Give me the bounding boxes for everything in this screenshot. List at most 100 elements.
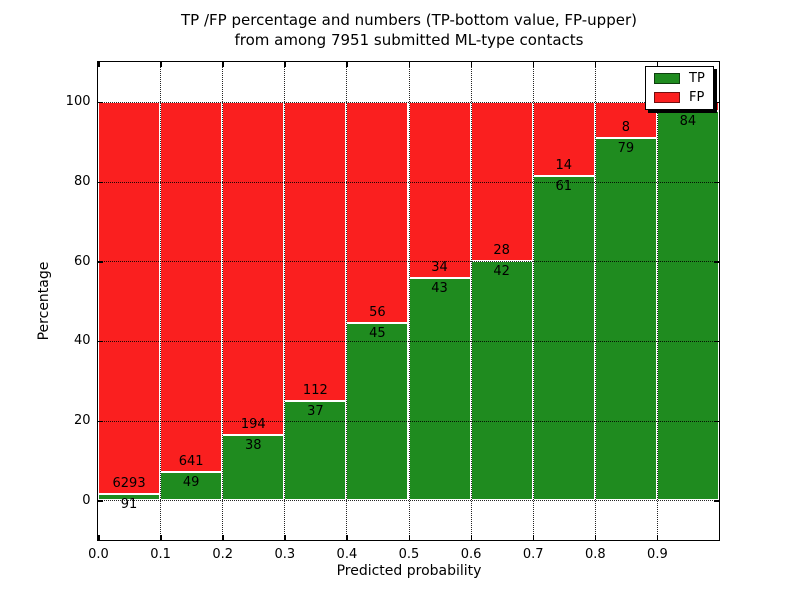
bar-value-label-fp: 6293 — [112, 476, 146, 492]
gridline-vertical — [160, 62, 162, 540]
bar-segment-tp — [594, 138, 657, 501]
y-tick-label: 60 — [73, 253, 91, 269]
gridline-horizontal — [98, 261, 719, 263]
x-tick-mark-top — [470, 62, 473, 67]
x-tick-mark — [346, 535, 348, 540]
gridline-vertical — [284, 62, 286, 540]
bar-segment-tp — [470, 261, 533, 501]
x-tick-mark-top — [656, 62, 659, 67]
legend-entry-fp: FP — [654, 91, 705, 104]
bar-segment-fp — [98, 101, 161, 495]
bar-segment-fp — [160, 101, 223, 472]
y-tick-label: 20 — [73, 413, 91, 428]
x-tick-mark-top — [222, 62, 224, 67]
gridline-horizontal — [98, 101, 719, 103]
chart-title-line1: TP /FP percentage and numbers (TP-bottom… — [181, 11, 637, 29]
bar-segment-tp — [346, 322, 409, 501]
bar-segment-tp — [656, 111, 719, 501]
x-tick-mark-top — [160, 62, 162, 67]
y-tick-mark — [98, 261, 103, 263]
x-tick-mark — [470, 535, 473, 540]
x-tick-mark — [532, 535, 535, 540]
bar-segment-fp — [408, 101, 471, 278]
gridline-vertical — [656, 62, 658, 540]
y-tick-label: 80 — [73, 174, 91, 189]
gridline-vertical — [594, 62, 596, 540]
bar-value-label-tp: 37 — [307, 404, 324, 420]
x-tick-mark — [594, 535, 597, 540]
bar-value-label-fp: 112 — [302, 383, 328, 399]
legend-entry-tp: TP — [654, 72, 705, 85]
bar-value-label-tp: 91 — [120, 497, 138, 513]
bar-segment-fp — [284, 101, 347, 402]
y-tick-mark — [98, 420, 103, 422]
x-tick-label: 0.6 — [460, 546, 482, 562]
y-tick-mark-right — [714, 101, 719, 104]
bar-segment-tp — [160, 471, 223, 501]
chart-title-line2: from among 7951 submitted ML-type contac… — [234, 31, 584, 49]
gridline-horizontal — [98, 500, 719, 502]
x-tick-mark-top — [532, 62, 535, 67]
bar-value-label-fp: 28 — [493, 243, 510, 259]
bar-value-label-tp: 49 — [182, 474, 200, 490]
x-axis-label: Predicted probability — [336, 563, 482, 579]
bar-value-label-tp: 61 — [555, 179, 573, 195]
bar-value-label-tp: 79 — [617, 141, 635, 157]
bar-segment-tp — [98, 494, 161, 501]
x-tick-label: 0.2 — [212, 546, 234, 562]
x-tick-label: 0.1 — [150, 546, 171, 562]
legend-label-fp: FP — [689, 90, 705, 105]
bar-value-label-fp: 14 — [555, 158, 573, 174]
bar-value-label-fp: 56 — [369, 304, 386, 320]
gridline-horizontal — [98, 420, 719, 422]
y-tick-mark — [98, 500, 103, 502]
y-tick-mark — [98, 101, 103, 104]
bar-value-label-fp: 194 — [240, 416, 266, 432]
x-tick-mark — [160, 535, 162, 540]
tp-color-swatch-icon — [654, 73, 680, 84]
gridline-vertical — [408, 62, 410, 540]
x-tick-label: 0.7 — [522, 546, 544, 562]
bar-segment-tp — [284, 401, 347, 501]
x-tick-mark-top — [594, 62, 597, 67]
x-tick-label: 0.4 — [336, 546, 358, 562]
x-tick-mark-top — [408, 62, 410, 67]
x-tick-label: 0.9 — [647, 546, 668, 562]
bar-value-label-tp: 45 — [369, 325, 386, 341]
x-tick-label: 0.0 — [88, 546, 109, 562]
y-tick-mark-right — [714, 340, 719, 343]
gridline-horizontal — [98, 340, 719, 342]
bar-value-label-tp: 38 — [244, 437, 262, 453]
y-tick-mark — [98, 181, 103, 183]
bar-value-label-fp: 8 — [621, 120, 630, 136]
bar-segment-fp — [470, 101, 533, 262]
bar-segment-tp — [532, 176, 595, 501]
bar-segment-tp — [408, 277, 471, 501]
y-tick-label: 40 — [73, 333, 91, 349]
legend-label-tp: TP — [689, 71, 705, 86]
x-tick-mark-top — [284, 62, 286, 67]
bar-value-label-tp: 42 — [493, 264, 510, 280]
bar-segment-fp — [346, 101, 409, 323]
gridline-vertical — [532, 62, 534, 540]
x-tick-mark — [222, 535, 224, 540]
y-tick-label: 0 — [82, 492, 91, 508]
plot-area: 6293 91 641 49 194 38 112 37 56 45 34 43 28 42 14 61 8 79… — [97, 61, 720, 541]
x-tick-label: 0.8 — [584, 546, 606, 562]
x-tick-mark — [98, 535, 100, 540]
y-tick-label: 100 — [65, 94, 91, 110]
y-tick-mark-right — [714, 500, 719, 502]
bar-value-label-fp: 641 — [178, 453, 204, 469]
y-tick-mark-right — [714, 420, 719, 422]
y-tick-mark-right — [714, 181, 719, 183]
x-tick-label: 0.3 — [274, 546, 296, 562]
x-tick-label: 0.5 — [398, 546, 420, 562]
bar-value-label-fp: 34 — [431, 259, 448, 275]
fp-color-swatch-icon — [654, 92, 680, 103]
gridline-vertical — [222, 62, 224, 540]
gridline-vertical — [346, 62, 348, 540]
gridline-vertical — [470, 62, 472, 540]
bar-value-label-tp: 84 — [679, 114, 697, 130]
legend: TP FP — [645, 66, 714, 110]
